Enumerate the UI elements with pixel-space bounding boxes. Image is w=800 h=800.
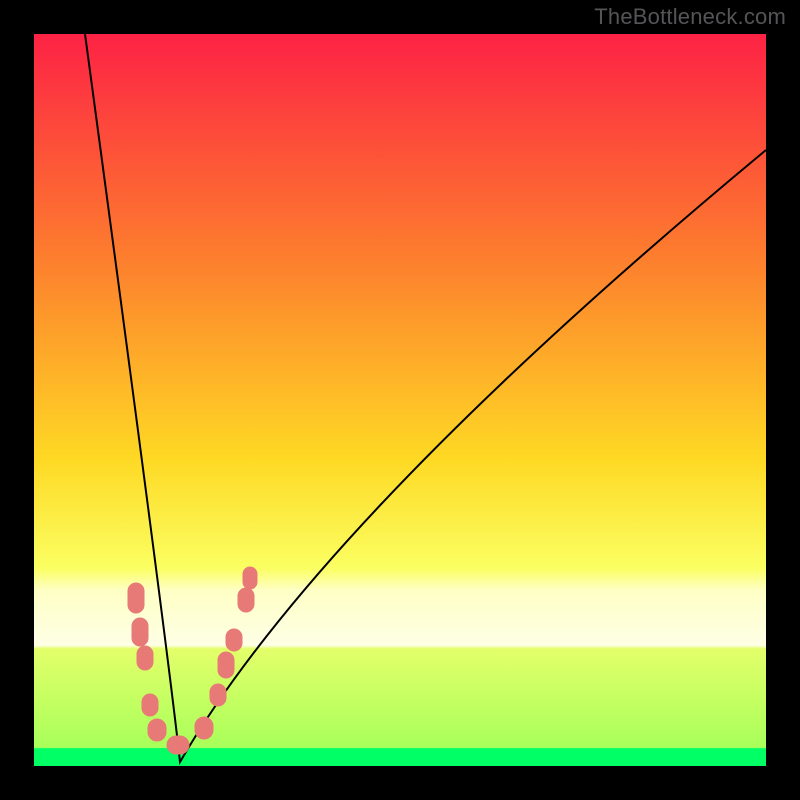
data-marker xyxy=(243,567,257,589)
data-marker xyxy=(167,736,189,754)
chart-container: TheBottleneck.com xyxy=(0,0,800,800)
data-marker xyxy=(218,652,234,678)
chart-svg xyxy=(0,0,800,800)
data-marker xyxy=(195,717,213,739)
data-marker xyxy=(148,719,166,741)
data-marker xyxy=(128,583,144,613)
data-marker xyxy=(142,694,158,716)
data-marker xyxy=(210,684,226,706)
data-marker xyxy=(238,588,254,612)
data-marker xyxy=(226,629,242,651)
data-marker xyxy=(132,618,148,646)
data-marker xyxy=(137,646,153,670)
watermark-text: TheBottleneck.com xyxy=(594,4,786,30)
